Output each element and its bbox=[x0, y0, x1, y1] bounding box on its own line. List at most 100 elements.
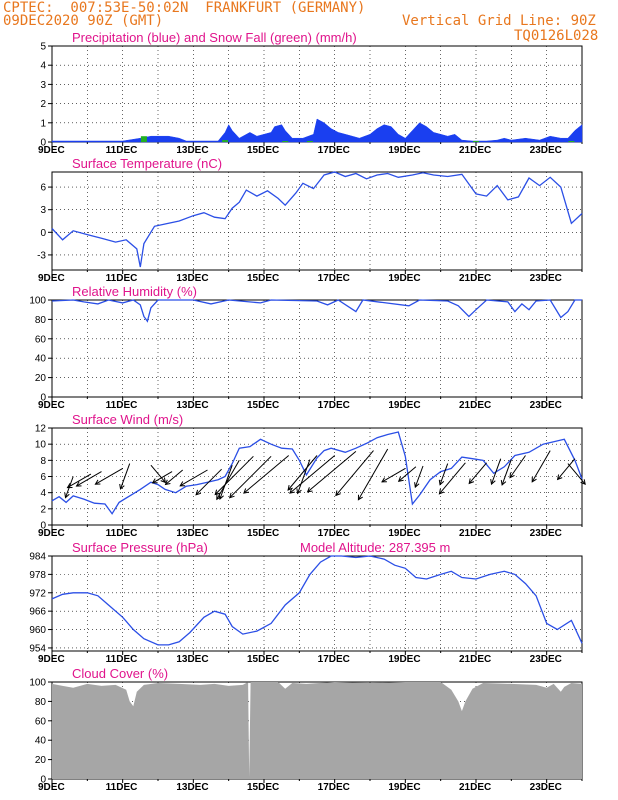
model-altitude-label: Model Altitude: 287.395 m bbox=[300, 540, 450, 555]
temp-xtick-label: 23DEC bbox=[530, 273, 562, 284]
cloud-xtick-label: 13DEC bbox=[176, 782, 208, 793]
wind-arrow bbox=[414, 465, 424, 488]
wind-arrow bbox=[531, 450, 551, 483]
precip-ytick-label: 1 bbox=[40, 118, 46, 129]
snowfall-bar bbox=[282, 141, 289, 142]
wind-xtick-label: 11DEC bbox=[106, 528, 138, 539]
wind-arrow-head bbox=[335, 490, 341, 497]
cloud-ytick-label: 60 bbox=[35, 716, 47, 727]
header-date: 09DEC2020 90Z (GMT) bbox=[3, 13, 164, 29]
precip-xtick-label: 17DEC bbox=[318, 145, 350, 156]
pressure-xtick-label: 17DEC bbox=[318, 654, 350, 665]
cloud-xtick-label: 17DEC bbox=[318, 782, 350, 793]
rh-ytick-label: 0 bbox=[40, 393, 46, 404]
wind-arrow bbox=[67, 473, 92, 489]
precip-ytick-label: 2 bbox=[40, 99, 46, 110]
precip-xtick-label: 21DEC bbox=[459, 145, 491, 156]
pressure-series-line bbox=[51, 555, 583, 646]
wind-arrow bbox=[150, 464, 166, 483]
wind-arrow-head bbox=[216, 494, 222, 501]
rh-xtick-label: 11DEC bbox=[106, 400, 138, 411]
wind-arrow bbox=[214, 455, 254, 495]
temp-title: Surface Temperature (nC) bbox=[72, 156, 222, 171]
wind-arrow-head bbox=[490, 479, 496, 486]
temp-ytick-label: -3 bbox=[37, 250, 46, 261]
wind-arrow-head bbox=[164, 479, 171, 486]
rh-ytick-label: 100 bbox=[29, 296, 46, 307]
wind-arrow bbox=[439, 463, 449, 485]
wind-arrow-head bbox=[438, 488, 445, 495]
wind-arrow bbox=[243, 455, 290, 494]
temp-ytick-label: 0 bbox=[40, 228, 46, 239]
wind-arrow bbox=[195, 468, 222, 496]
wind-arrow bbox=[567, 463, 586, 485]
precip-xtick-label: 11DEC bbox=[106, 145, 138, 156]
wind-arrow bbox=[307, 451, 357, 493]
snowfall-bar bbox=[568, 141, 575, 142]
rh-ytick-label: 80 bbox=[35, 315, 47, 326]
wind-arrow bbox=[501, 459, 512, 486]
precip-ytick-label: 5 bbox=[40, 42, 46, 53]
wind-arrow bbox=[381, 467, 406, 483]
temp-xtick-label: 11DEC bbox=[106, 273, 138, 284]
pressure-xtick-label: 15DEC bbox=[247, 654, 279, 665]
wind-arrow-head bbox=[243, 488, 249, 494]
wind-xtick-label: 13DEC bbox=[176, 528, 208, 539]
wind-arrow bbox=[165, 469, 184, 485]
wind-arrow bbox=[335, 450, 374, 496]
wind-arrow-head bbox=[296, 488, 302, 495]
rh-xtick-label: 15DEC bbox=[247, 400, 279, 411]
cloud-ytick-label: 0 bbox=[40, 775, 46, 786]
rh-ytick-label: 40 bbox=[35, 354, 47, 365]
wind-arrow-head bbox=[531, 476, 537, 483]
wind-arrow-head bbox=[75, 481, 82, 487]
pressure-xtick-label: 19DEC bbox=[388, 654, 420, 665]
snowfall-bar bbox=[140, 136, 147, 142]
pressure-title: Surface Pressure (hPa) bbox=[72, 540, 208, 555]
pressure-xtick-label: 9DEC bbox=[38, 654, 65, 665]
wind-arrow-head bbox=[357, 494, 363, 501]
wind-ytick-label: 2 bbox=[40, 504, 46, 515]
wind-ytick-label: 12 bbox=[35, 424, 47, 435]
precip-xtick-label: 23DEC bbox=[530, 145, 562, 156]
snowfall-bar bbox=[222, 140, 229, 142]
wind-arrow bbox=[216, 460, 240, 500]
temp-ytick-label: 6 bbox=[40, 183, 46, 194]
wind-arrow-head bbox=[228, 492, 235, 499]
cloud-ytick-label: 80 bbox=[35, 697, 47, 708]
wind-arrow-head bbox=[381, 477, 387, 483]
wind-arrow bbox=[179, 469, 208, 487]
wind-arrow bbox=[229, 455, 272, 499]
cloud-xtick-label: 11DEC bbox=[106, 782, 138, 793]
cloud-xtick-label: 19DEC bbox=[388, 782, 420, 793]
cloud-ytick-label: 20 bbox=[35, 755, 47, 766]
wind-arrow bbox=[491, 458, 502, 485]
cloud-title: Cloud Cover (%) bbox=[72, 666, 168, 681]
wind-xtick-label: 23DEC bbox=[530, 528, 562, 539]
header-code: TQ0126L028 bbox=[514, 28, 599, 44]
wind-arrow-head bbox=[509, 472, 515, 479]
pressure-xtick-label: 11DEC bbox=[106, 654, 138, 665]
wind-ytick-label: 10 bbox=[35, 440, 47, 451]
wind-arrow bbox=[468, 462, 487, 484]
wind-arrow-head bbox=[119, 483, 125, 490]
wind-arrow-head bbox=[468, 478, 475, 485]
snowfall-bar bbox=[473, 141, 479, 142]
pressure-ytick-label: 978 bbox=[29, 570, 46, 581]
pressure-ytick-label: 984 bbox=[29, 552, 46, 563]
temp-xtick-label: 21DEC bbox=[459, 273, 491, 284]
wind-xtick-label: 21DEC bbox=[459, 528, 491, 539]
pressure-frame bbox=[51, 555, 583, 652]
cloud-xtick-label: 9DEC bbox=[38, 782, 65, 793]
pressure-ytick-label: 954 bbox=[29, 643, 46, 654]
wind-arrow-head bbox=[179, 481, 186, 487]
precip-title: Precipitation (blue) and Snow Fall (gree… bbox=[72, 30, 357, 45]
cloud-xtick-label: 15DEC bbox=[247, 782, 279, 793]
pressure-xtick-label: 23DEC bbox=[530, 654, 562, 665]
cloud-ytick-label: 100 bbox=[29, 678, 46, 689]
wind-arrow bbox=[398, 466, 417, 482]
wind-arrow bbox=[557, 458, 576, 480]
wind-arrow-head bbox=[66, 483, 73, 489]
wind-ytick-label: 6 bbox=[40, 472, 46, 483]
